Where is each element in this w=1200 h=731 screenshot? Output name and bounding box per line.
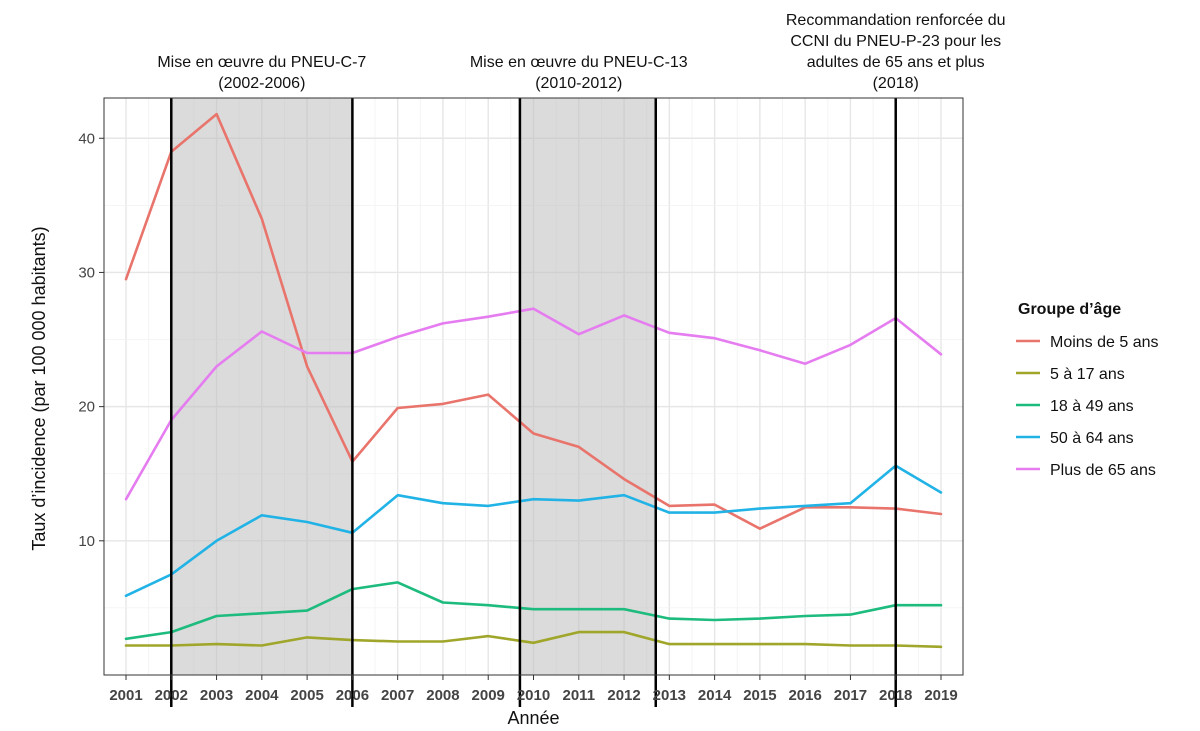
series-lines [124,112,943,649]
shaded-periods [171,98,656,675]
x-tick-label: 2014 [698,687,732,704]
annotation: Recommandation renforcée du CCNI du PNEU-… [786,12,1006,92]
legend: Groupe d’âge Moins de 5 ans 5 à 17 ans 18 … [1016,301,1159,479]
annotation: Mise en œuvre du PNEU-C-7 (2002-2006) [157,54,366,92]
annotation-line: Mise en œuvre du PNEU-C-7 [157,54,366,71]
x-tick-label: 2015 [743,687,776,704]
legend-label: 18 à 49 ans [1050,398,1134,415]
annotation-line: adultes de 65 ans et plus [807,54,985,71]
shaded-period [519,98,656,675]
x-tick-label: 2016 [788,687,821,704]
x-tick-label: 2006 [336,687,369,704]
x-tick-label: 2002 [155,687,188,704]
y-ticks: 10 20 30 40 [78,130,104,550]
y-axis-title: Taux d’incidence (par 100 000 habitants) [29,226,49,550]
x-tick-label: 2003 [200,687,233,704]
legend-label: 5 à 17 ans [1050,366,1125,383]
series-line [124,581,943,641]
legend-label: Moins de 5 ans [1050,334,1159,351]
legend-item: 50 à 64 ans [1016,430,1134,447]
annotation: Mise en œuvre du PNEU-C-13 (2010-2012) [470,54,688,92]
series-line [124,464,943,598]
legend-title: Groupe d’âge [1018,301,1121,318]
x-tick-label: 2019 [924,687,957,704]
x-tick-label: 2007 [381,687,414,704]
y-tick-label: 30 [78,264,95,281]
x-tick-label: 2012 [607,687,640,704]
legend-label: Plus de 65 ans [1050,462,1156,479]
x-tick-label: 2009 [472,687,505,704]
annotation-line: Recommandation renforcée du [786,12,1006,29]
legend-item: 18 à 49 ans [1016,398,1134,415]
annotation-line: CCNI du PNEU-P-23 pour les [790,33,1001,50]
legend-label: 50 à 64 ans [1050,430,1134,447]
x-tick-label: 2005 [290,687,323,704]
x-tick-label: 2018 [879,687,912,704]
annotation-line: (2018) [873,75,919,92]
x-tick-label: 2001 [109,687,142,704]
legend-item: 5 à 17 ans [1016,366,1125,383]
annotations: Mise en œuvre du PNEU-C-7(2002-2006)Mise… [157,12,1005,92]
y-tick-label: 10 [78,533,95,550]
legend-item: Moins de 5 ans [1016,334,1159,351]
annotation-line: (2002-2006) [218,75,305,92]
annotation-line: Mise en œuvre du PNEU-C-13 [470,54,688,71]
y-tick-label: 40 [78,130,95,147]
series-line [124,630,943,649]
x-tick-label: 2011 [563,687,596,704]
series-line [124,307,943,501]
annotation-line: (2010-2012) [535,75,622,92]
x-tick-label: 2008 [426,687,459,704]
x-tick-label: 2004 [245,687,279,704]
series-line [124,112,943,531]
period-markers [170,98,897,707]
legend-item: Plus de 65 ans [1016,462,1156,479]
x-tick-label: 2010 [517,687,550,704]
y-tick-label: 20 [78,399,95,416]
x-tick-label: 2013 [653,687,686,704]
x-axis-title: Année [507,708,559,728]
x-ticks: 2001 2002 2003 2004 2005 2006 2007 2008 2009 2010… [109,675,958,704]
x-tick-label: 2017 [834,687,867,704]
shaded-period [171,98,353,675]
